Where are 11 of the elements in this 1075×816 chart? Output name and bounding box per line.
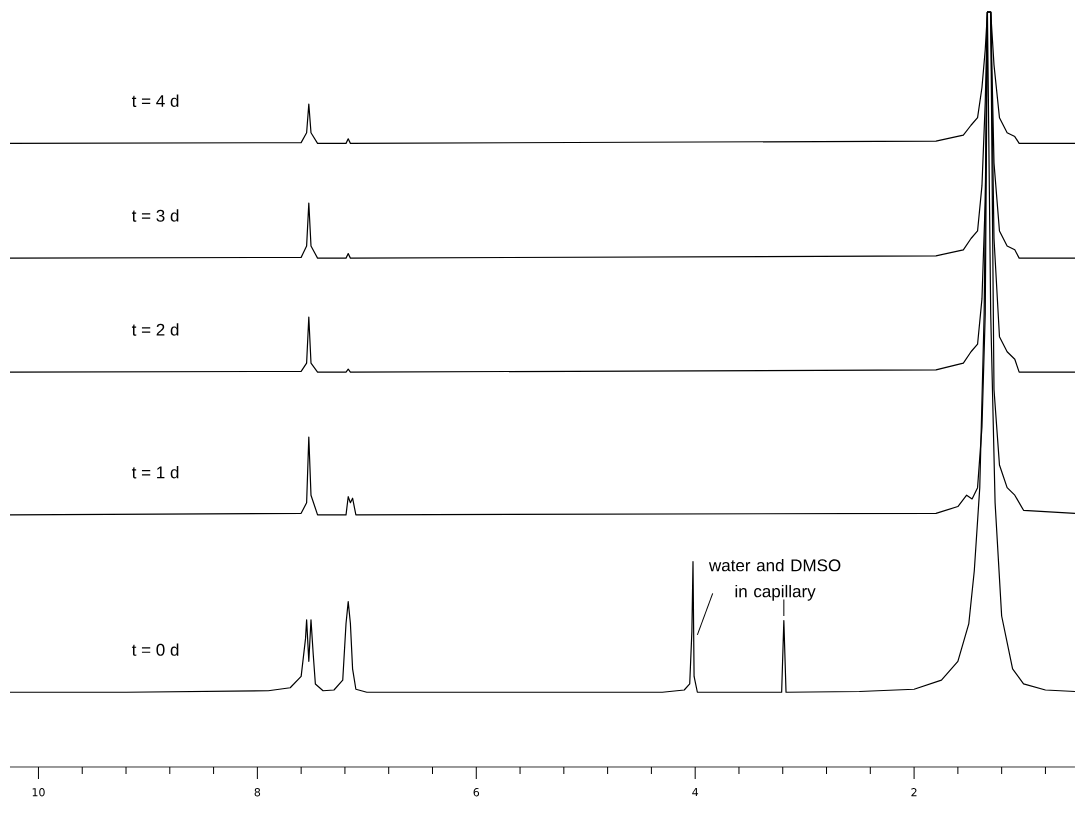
x-tick-label: 2	[911, 788, 917, 797]
x-tick-label: 8	[254, 788, 261, 797]
x-tick-label: 4	[692, 788, 699, 797]
text: t = 3 d	[131, 209, 179, 222]
annotation: water and DMSO in capillary	[708, 558, 841, 601]
text: t = 0 d	[131, 643, 179, 656]
text: t = 1 d	[131, 465, 179, 479]
x-tick-label: 10	[32, 788, 45, 797]
text: t = 2 d	[131, 323, 179, 336]
text: t = 4 d	[131, 94, 179, 107]
x-tick-label: 6	[473, 788, 480, 797]
